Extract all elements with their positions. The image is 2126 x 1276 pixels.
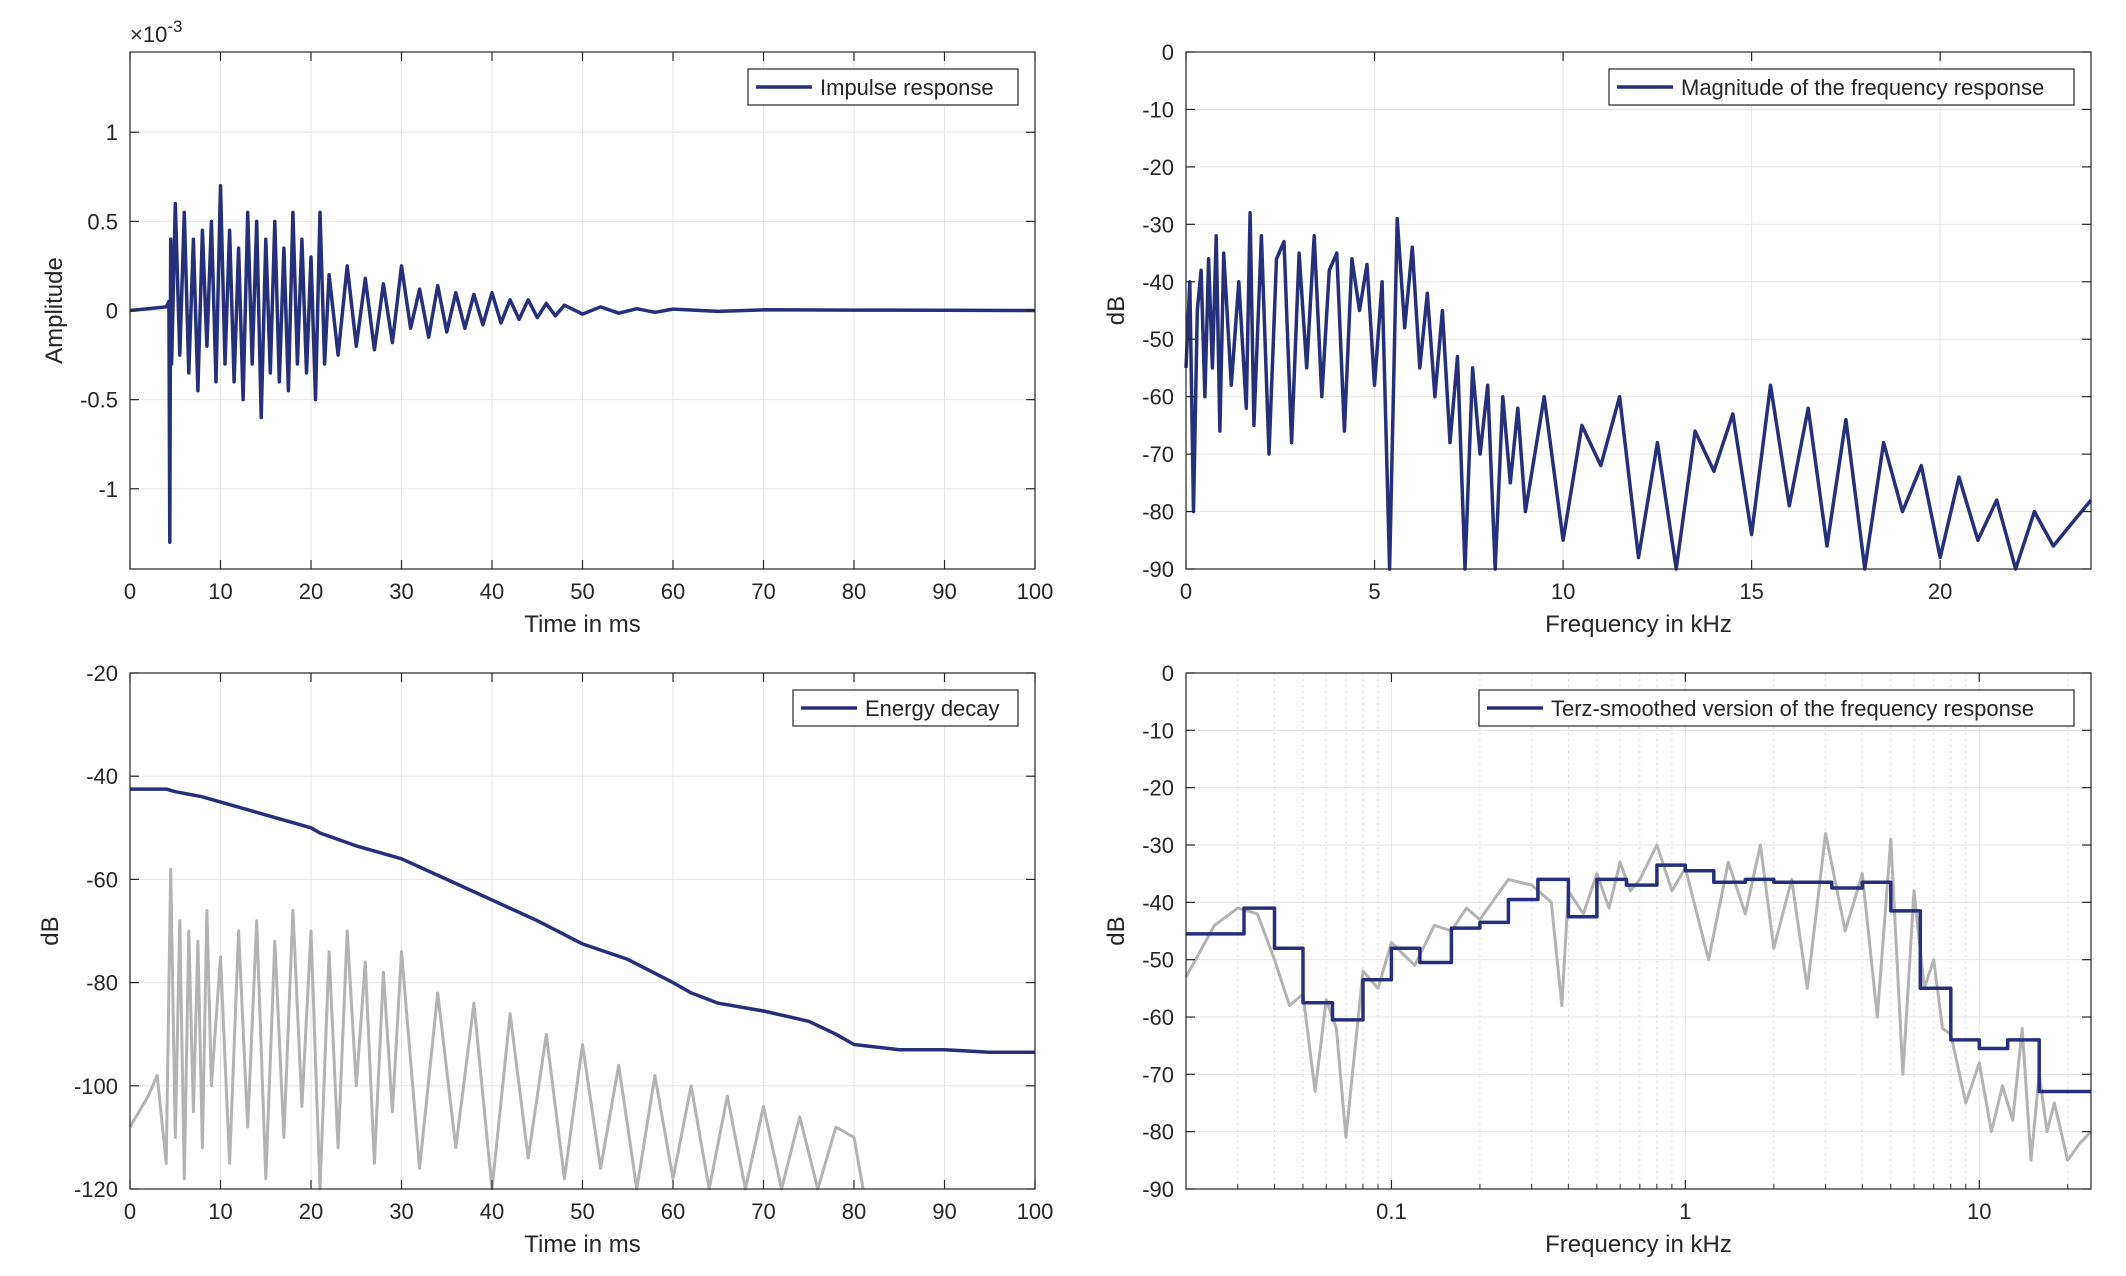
y-tick-label: -40 (1142, 270, 1174, 295)
x-tick-label: 50 (570, 1199, 594, 1224)
legend-entry: Energy decay (865, 696, 1000, 721)
y-tick-label: -50 (1142, 327, 1174, 352)
legend-box (1478, 689, 2075, 727)
x-tick-label: 70 (751, 579, 775, 604)
axes-box (1185, 51, 2092, 570)
x-tick-label: 10 (208, 579, 232, 604)
y-tick-label: 0 (106, 299, 118, 324)
raw-response-line (128, 867, 865, 1191)
x-tick-label: 100 (1017, 579, 1054, 604)
y-tick-label: -10 (1142, 97, 1174, 122)
y-tick-label: 0 (1162, 40, 1174, 65)
y-exponent-label: ×10-3 (130, 17, 182, 47)
x-tick-label: 0 (124, 579, 136, 604)
axes-box (1185, 672, 2092, 1190)
legend: Terz-smoothed version of the frequency r… (1478, 689, 2075, 727)
y-tick-label: -10 (1142, 718, 1174, 743)
x-axis-label: Time in ms (524, 1231, 640, 1258)
x-tick-label: 10 (208, 1199, 232, 1224)
y-tick-label: -20 (1142, 776, 1174, 801)
y-tick-label: -20 (86, 661, 118, 686)
y-tick-label: -50 (1142, 948, 1174, 973)
x-tick-label: 90 (932, 579, 956, 604)
legend: Magnitude of the frequency response (1608, 68, 2075, 106)
y-tick-label: -90 (1142, 557, 1174, 582)
y-tick-label: -30 (1142, 833, 1174, 858)
y-tick-label: -60 (1142, 385, 1174, 410)
x-tick-label: 5 (1368, 579, 1380, 604)
x-tick-label: 10 (1967, 1199, 1991, 1224)
x-tick-label: 20 (299, 1199, 323, 1224)
y-tick-label: -60 (1142, 1005, 1174, 1030)
series-line (130, 787, 1035, 1055)
y-tick-label: -80 (1142, 500, 1174, 525)
series-line (1186, 863, 2091, 1094)
y-tick-label: 0.5 (87, 209, 118, 234)
x-tick-label: 90 (932, 1199, 956, 1224)
x-tick-label: 70 (751, 1199, 775, 1224)
series-line (1184, 211, 2093, 571)
y-tick-label: -80 (86, 971, 118, 996)
y-tick-label: -40 (1142, 890, 1174, 915)
legend-entry: Magnitude of the frequency response (1681, 75, 2044, 100)
legend-box (1608, 68, 2075, 106)
terz-smoothed-response-chart: 0.1 1 10 0 -10 -20 -30 -40 -50 -60 -70 -80 -90 Freque… (1103, 661, 2093, 1258)
x-tick-label: 15 (1739, 579, 1763, 604)
raw-response-line (1184, 832, 2093, 1162)
y-tick-label: -70 (1142, 442, 1174, 467)
y-tick-label: -100 (74, 1074, 118, 1099)
energy-decay-chart: 0 10 20 30 40 50 60 70 80 90 100 -20 -40 -60 -80 -100 -1… (37, 661, 1053, 1258)
x-tick-label: 30 (389, 1199, 413, 1224)
x-tick-label: 60 (661, 1199, 685, 1224)
y-tick-label: -70 (1142, 1062, 1174, 1087)
x-axis-label: Frequency in kHz (1545, 1231, 1732, 1258)
x-axis-label: Frequency in kHz (1545, 611, 1732, 638)
x-tick-label: 0 (1180, 579, 1192, 604)
x-tick-label: 0.1 (1376, 1199, 1407, 1224)
x-tick-label: 0 (124, 1199, 136, 1224)
x-tick-label: 60 (661, 579, 685, 604)
plot-area (1186, 673, 2091, 1189)
y-tick-label: -0.5 (80, 388, 118, 413)
x-tick-label: 30 (389, 579, 413, 604)
magnitude-response-chart: 0 5 10 15 20 0 -10 -20 -30 -40 -50 -60 -70 -80 -90 Freq… (1103, 40, 2093, 638)
x-tick-label: 10 (1551, 579, 1575, 604)
x-tick-label: 1 (1679, 1199, 1691, 1224)
y-axis-label: Amplitude (41, 257, 68, 364)
y-tick-label: -40 (86, 764, 118, 789)
y-tick-label: -80 (1142, 1120, 1174, 1145)
y-tick-label: -60 (86, 867, 118, 892)
legend-entry: Impulse response (820, 75, 994, 100)
y-tick-label: 0 (1162, 661, 1174, 686)
y-tick-label: -30 (1142, 212, 1174, 237)
x-tick-label: 80 (842, 579, 866, 604)
series-line (129, 183, 1036, 545)
x-axis-label: Time in ms (524, 611, 640, 638)
legend-entry: Terz-smoothed version of the frequency r… (1551, 696, 2034, 721)
y-tick-label: -20 (1142, 155, 1174, 180)
x-tick-label: 20 (299, 579, 323, 604)
x-tick-label: 40 (480, 579, 504, 604)
y-tick-label: -120 (74, 1177, 118, 1202)
legend: Impulse response (747, 68, 1019, 106)
x-tick-label: 80 (842, 1199, 866, 1224)
y-tick-label: -1 (98, 477, 118, 502)
x-tick-label: 40 (480, 1199, 504, 1224)
y-axis-label: dB (37, 916, 64, 945)
y-tick-label: -90 (1142, 1177, 1174, 1202)
y-axis-label: dB (1103, 296, 1130, 325)
y-tick-label: 1 (106, 120, 118, 145)
legend: Energy decay (792, 689, 1019, 727)
x-tick-label: 50 (570, 579, 594, 604)
impulse-response-chart: 0 10 20 30 40 50 60 70 80 90 100 -1 -0.5 0 0.5 1 Time in… (41, 17, 1053, 638)
x-tick-label: 20 (1928, 579, 1952, 604)
y-axis-label: dB (1103, 916, 1130, 945)
x-tick-label: 100 (1017, 1199, 1054, 1224)
